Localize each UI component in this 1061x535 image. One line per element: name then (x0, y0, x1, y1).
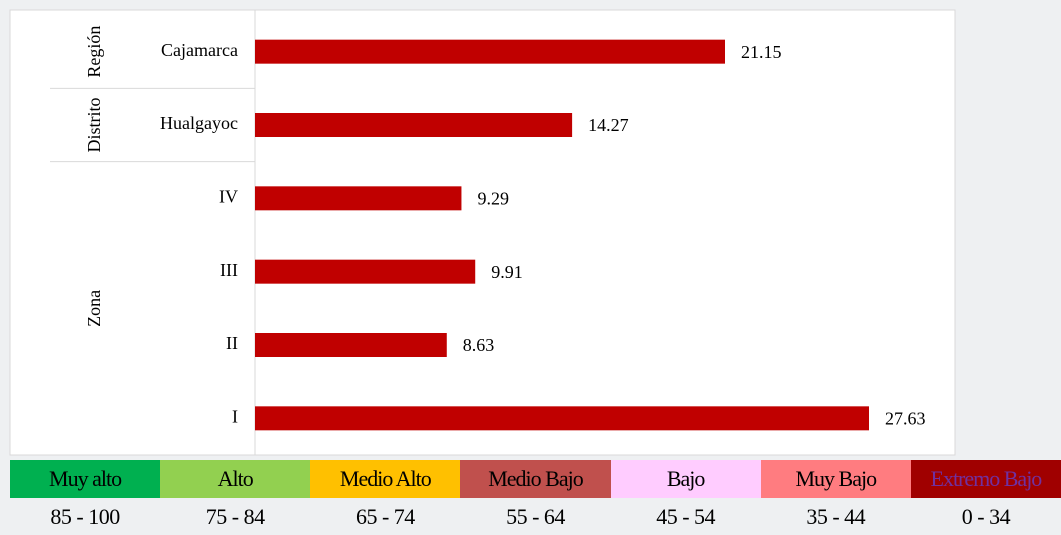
bar (255, 259, 476, 284)
legend-range: 45 - 54 (656, 504, 716, 529)
value-label: 9.91 (491, 262, 523, 282)
category-label: III (220, 260, 238, 280)
group-label: Distrito (84, 97, 104, 152)
value-label: 27.63 (885, 408, 926, 428)
category-label: Cajamarca (161, 40, 238, 60)
legend-level: Bajo (610, 460, 761, 498)
group-label: Zona (84, 290, 104, 327)
legend-level: Medio Alto (310, 460, 461, 498)
legend-range: 35 - 44 (806, 504, 866, 529)
value-label: 14.27 (588, 115, 629, 135)
legend-level: Muy alto (10, 460, 161, 498)
legend-level: Medio Bajo (460, 460, 611, 498)
chart: Cajamarca 21.15 Región Hualgayoc 14.27 Distri… (9, 9, 956, 456)
bar (255, 39, 725, 64)
legend-range: 55 - 64 (506, 504, 565, 529)
bar (255, 406, 869, 431)
legend-range: 75 - 84 (205, 504, 265, 529)
value-label: 8.63 (463, 335, 495, 355)
bar (255, 113, 573, 137)
plot-area (9, 9, 956, 456)
value-label: 9.29 (477, 188, 509, 208)
category-label: IV (219, 186, 238, 206)
category-label: Hualgayoc (160, 113, 238, 133)
legend: Muy alto Alto Medio Alto Medio Bajo Bajo Muy … (10, 460, 1061, 535)
legend-range: 0 - 34 (961, 504, 1011, 529)
legend-level: Extremo Bajo (910, 460, 1061, 498)
group-label: Región (84, 26, 104, 78)
value-label: 21.15 (741, 42, 782, 62)
bar (255, 333, 447, 357)
category-label: II (226, 333, 238, 353)
bar (255, 186, 462, 211)
legend-level: Alto (160, 460, 311, 498)
legend-level: Muy Bajo (760, 460, 911, 498)
legend-range: 85 - 100 (50, 504, 120, 529)
category-label: I (232, 406, 238, 426)
legend-range: 65 - 74 (355, 504, 415, 529)
